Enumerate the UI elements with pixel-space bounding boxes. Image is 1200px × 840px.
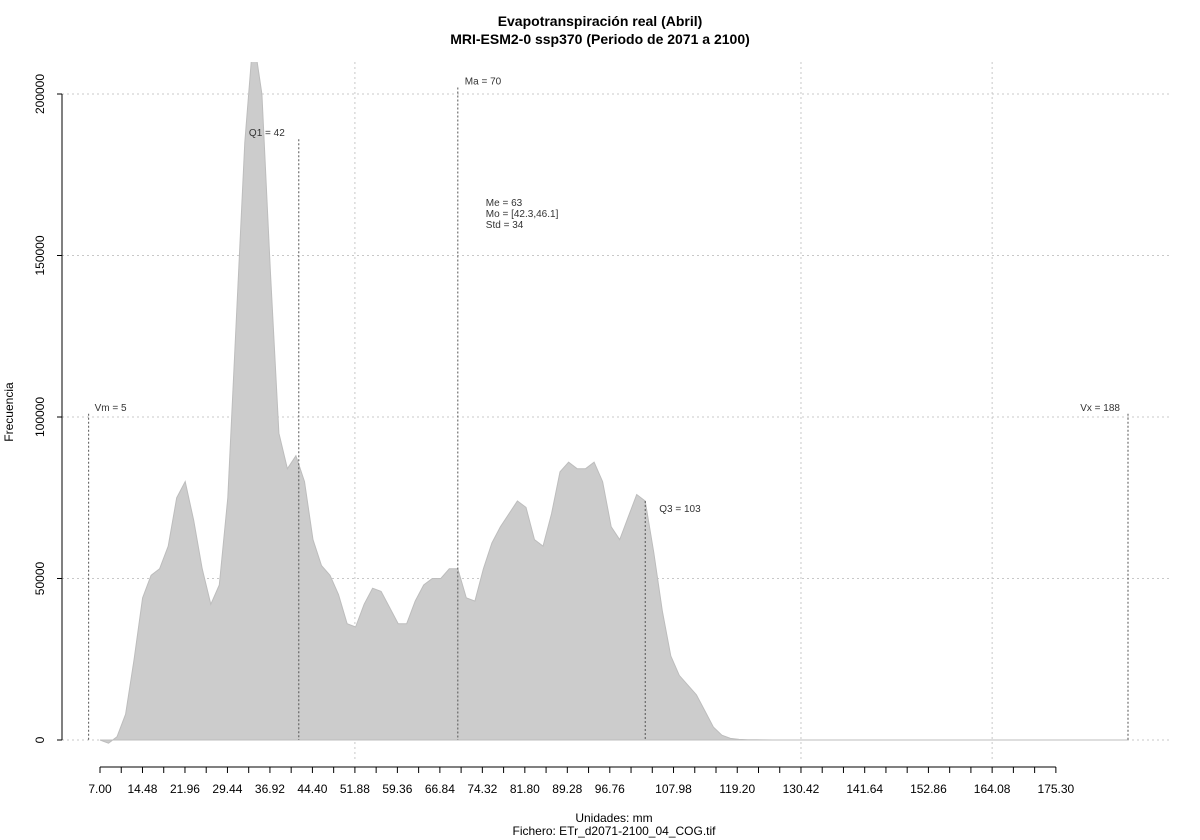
y-tick-label: 100000 <box>33 397 47 437</box>
stats-line: Std = 34 <box>486 220 524 231</box>
x-tick-label: 107.98 <box>655 782 692 796</box>
y-tick-label: 150000 <box>33 235 47 275</box>
x-tick-label: 14.48 <box>127 782 157 796</box>
density-series <box>99 62 1128 744</box>
x-tick-label: 21.96 <box>170 782 200 796</box>
x-tick-label: 89.28 <box>552 782 582 796</box>
grid <box>62 62 1170 762</box>
x-tick-label: 175.30 <box>1038 782 1075 796</box>
x-tick-label: 7.00 <box>88 782 112 796</box>
x-tick-label: 119.20 <box>719 782 755 796</box>
stats-line: Me = 63 <box>486 198 523 209</box>
density-area <box>99 62 1128 744</box>
y-tick-label: 50000 <box>33 561 47 595</box>
stats-line: Mo = [42.3,46.1] <box>486 209 559 220</box>
chart-subtitle: MRI-ESM2-0 ssp370 (Periodo de 2071 a 210… <box>450 31 750 47</box>
x-tick-label: 96.76 <box>595 782 625 796</box>
x-axis-label: Unidades: mm <box>575 811 652 825</box>
vx-label: Vx = 188 <box>1080 403 1120 414</box>
vm-label: Vm = 5 <box>95 403 127 414</box>
q1-label: Q1 = 42 <box>249 128 285 139</box>
x-tick-label: 44.40 <box>297 782 327 796</box>
y-axis-label: Frecuencia <box>2 382 16 442</box>
x-tick-label: 66.84 <box>425 782 455 796</box>
x-tick-label: 81.80 <box>510 782 540 796</box>
stat-lines: Vm = 5 Vx = 188 Q1 = 42 Ma = 70 Q3 = 103 Me =… <box>88 77 1129 740</box>
x-tick-label: 29.44 <box>212 782 242 796</box>
q3-label: Q3 = 103 <box>659 504 701 515</box>
x-tick-label: 51.88 <box>340 782 370 796</box>
x-tick-label: 74.32 <box>467 782 497 796</box>
y-tick-label: 200000 <box>33 74 47 114</box>
x-tick-label: 36.92 <box>255 782 285 796</box>
x-tick-label: 164.08 <box>974 782 1011 796</box>
x-tick-label: 130.42 <box>783 782 820 796</box>
axes: 0 50000 100000 150000 200000 7.00 14.48 21.96 29… <box>33 74 1075 796</box>
x-tick-label: 152.86 <box>910 782 947 796</box>
chart-caption: Fichero: ETr_d2071-2100_04_COG.tif <box>513 824 717 838</box>
x-tick-label: 141.64 <box>846 782 883 796</box>
chart-title: Evapotranspiración real (Abril) <box>498 13 703 29</box>
y-tick-label: 0 <box>33 736 47 743</box>
x-tick-label: 59.36 <box>382 782 412 796</box>
ma-label: Ma = 70 <box>465 77 502 88</box>
